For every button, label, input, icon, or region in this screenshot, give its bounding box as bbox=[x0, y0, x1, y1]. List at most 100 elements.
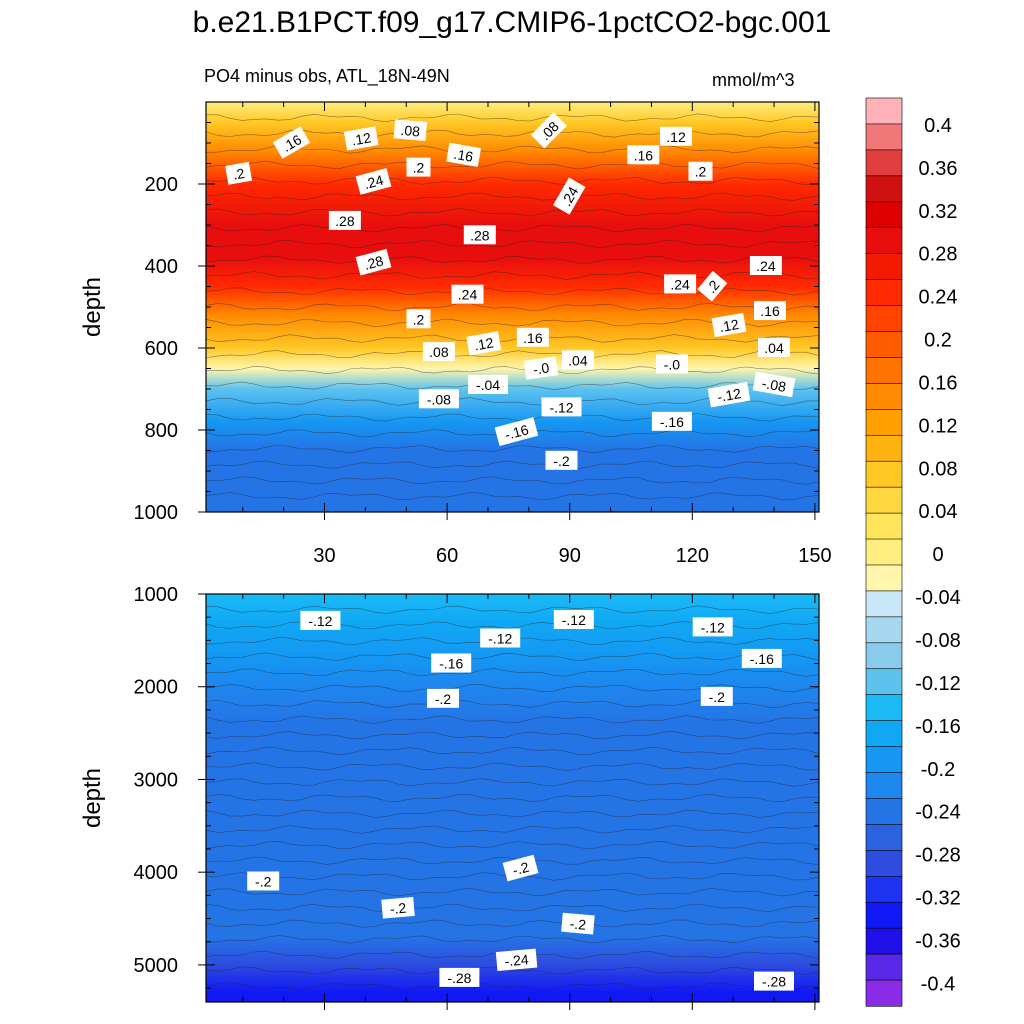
contour-label-text: .28 bbox=[470, 227, 490, 243]
contour-label-box bbox=[466, 331, 502, 356]
colorbar-label: -0.2 bbox=[921, 759, 955, 781]
contour-label-box bbox=[523, 356, 559, 380]
contour-label: .24 bbox=[355, 168, 392, 195]
contour-label: -.2 bbox=[502, 854, 539, 882]
contour-label-text: .24 bbox=[362, 172, 385, 193]
contour-line bbox=[205, 934, 819, 944]
contour-label: .2 bbox=[406, 309, 431, 329]
colorbar-swatch bbox=[865, 953, 903, 981]
contour-label: -.0 bbox=[655, 354, 688, 374]
colorbar-swatch bbox=[865, 616, 903, 644]
contour-label: .16 bbox=[272, 126, 311, 159]
contour-label-box bbox=[355, 248, 392, 276]
colorbar-swatch bbox=[865, 694, 903, 722]
contour-label-box bbox=[545, 450, 578, 470]
contour-label: .04 bbox=[561, 350, 594, 370]
plot-frame bbox=[205, 593, 820, 1003]
colorbar: 0.4 0.36 0.32 0.28 0.24 0.2 0.16 0.12 0.08 0.04 0 -… bbox=[865, 97, 961, 1007]
y-axis-label: depth bbox=[79, 768, 106, 828]
contour-line bbox=[205, 334, 819, 343]
y-tick-label: 5000 bbox=[134, 955, 179, 977]
contour-line bbox=[205, 176, 819, 186]
contour-label: -.08 bbox=[752, 371, 796, 398]
x-tick-label: 90 bbox=[559, 545, 581, 567]
contour-label: -.12 bbox=[692, 617, 733, 637]
contour-label-box bbox=[758, 338, 790, 357]
contour-label-box bbox=[561, 912, 595, 935]
colorbar-label: 0.04 bbox=[919, 501, 958, 523]
y-tick-label: 2000 bbox=[134, 677, 179, 699]
contour-label-box bbox=[627, 145, 660, 165]
contour-line bbox=[205, 365, 819, 375]
contour-label-box bbox=[749, 256, 782, 275]
contour-label-text: -.12 bbox=[488, 631, 512, 647]
contour-label-box bbox=[480, 628, 521, 648]
contour-label-box bbox=[225, 161, 253, 185]
contour-label-box bbox=[343, 126, 379, 151]
contour-label: .12 bbox=[343, 126, 379, 151]
contour-label-box bbox=[446, 142, 481, 167]
contour-line bbox=[205, 255, 819, 264]
contour-line bbox=[205, 919, 819, 928]
colorbar-swatch bbox=[865, 409, 903, 436]
contour-label-box bbox=[688, 161, 713, 181]
colorbar-swatch bbox=[865, 486, 903, 514]
x-tick-label: 60 bbox=[436, 545, 458, 567]
contour-label-box bbox=[439, 967, 480, 987]
colorbar-swatch bbox=[865, 824, 903, 851]
contour-label-box bbox=[697, 270, 728, 302]
contour-label-box bbox=[300, 610, 341, 630]
y-axis-label: depth bbox=[79, 277, 106, 337]
contour-label-box bbox=[355, 168, 392, 195]
contour-label: .16 bbox=[754, 301, 786, 321]
contour-label-text: -.16 bbox=[439, 656, 463, 672]
contour-line bbox=[205, 825, 819, 834]
colorbar-swatch bbox=[865, 720, 903, 748]
contour-field bbox=[206, 102, 819, 512]
contour-label: -.28 bbox=[754, 971, 794, 991]
contour-label-text: .16 bbox=[523, 330, 543, 346]
contour-label-text: -.2 bbox=[511, 859, 531, 879]
colorbar-swatch bbox=[865, 305, 903, 333]
colorbar-swatch bbox=[865, 590, 903, 618]
colorbar-swatch bbox=[865, 772, 903, 800]
contour-label-text: -.04 bbox=[476, 377, 500, 393]
contour-label-box bbox=[406, 157, 431, 177]
contour-line bbox=[205, 652, 819, 662]
contour-line bbox=[205, 160, 819, 170]
contour-label: .28 bbox=[328, 210, 361, 230]
contour-label-text: .28 bbox=[362, 252, 385, 273]
contour-label: .08 bbox=[422, 342, 455, 362]
y-tick-label: 1000 bbox=[134, 502, 179, 524]
contour-label: -.2 bbox=[561, 912, 595, 935]
contour-label-text: .12 bbox=[473, 334, 495, 353]
colorbar-swatch bbox=[865, 460, 903, 488]
contour-label-box bbox=[463, 225, 496, 245]
colorbar-swatch bbox=[865, 434, 903, 462]
contour-label-box bbox=[692, 617, 733, 637]
contour-label-box bbox=[468, 374, 508, 394]
contour-line bbox=[205, 668, 819, 677]
colorbar-swatch bbox=[865, 798, 903, 826]
contour-label: -.2 bbox=[545, 450, 578, 470]
contour-label: -.2 bbox=[247, 871, 280, 891]
contour-label-text: .24 bbox=[670, 276, 690, 292]
contour-lines bbox=[205, 113, 819, 501]
contour-label-box bbox=[451, 284, 484, 304]
contour-line bbox=[205, 208, 819, 217]
contour-label-box bbox=[752, 371, 796, 398]
contour-label-text: .2 bbox=[695, 164, 707, 180]
contour-label-box bbox=[502, 854, 539, 882]
colorbar-label: -0.4 bbox=[921, 973, 955, 995]
contour-label-text: -.28 bbox=[762, 974, 786, 990]
contour-label-box bbox=[660, 126, 692, 146]
contour-label-box bbox=[700, 686, 733, 706]
contour-label-text: .24 bbox=[458, 287, 478, 303]
contour-label: .28 bbox=[463, 225, 496, 245]
contour-line bbox=[205, 476, 819, 485]
contour-lines bbox=[205, 605, 819, 991]
contour-label-box bbox=[381, 896, 415, 919]
colorbar-label: 0.16 bbox=[919, 373, 958, 395]
contour-line bbox=[205, 192, 819, 201]
